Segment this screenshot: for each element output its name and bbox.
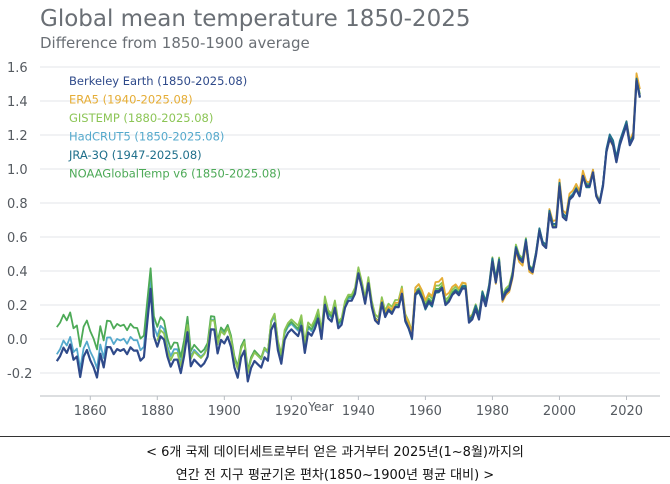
y-tick-label: 0.4 — [7, 265, 28, 280]
y-tick-label: -0.2 — [7, 367, 32, 382]
y-tick-label: 1.0 — [7, 163, 28, 178]
legend-entry: GISTEMP (1880-2025.08) — [69, 111, 213, 125]
chart-title: Global mean temperature 1850-2025 — [40, 6, 470, 32]
y-tick-label: 1.2 — [7, 129, 28, 144]
gridlines — [40, 66, 660, 374]
y-tick-label: 1.4 — [7, 95, 28, 110]
x-axis-ticks: 1860 1880 1900 1920 1940 1960 1980 2000 2020 — [74, 396, 643, 419]
x-tick-label: 2020 — [610, 404, 643, 419]
x-tick-label: 1860 — [74, 404, 107, 419]
caption-line-1: < 6개 국제 데이터세트로부터 얻은 과거부터 2025년(1~8월)까지의 — [146, 445, 524, 460]
y-tick-label: 0.2 — [7, 299, 28, 314]
legend-entry: JRA-3Q (1947-2025.08) — [68, 148, 202, 162]
x-tick-label: 1920 — [275, 404, 308, 419]
x-tick-label: 1980 — [476, 404, 509, 419]
legend-entry: NOAAGlobalTemp v6 (1850-2025.08) — [69, 167, 281, 181]
x-tick-label: 1940 — [342, 404, 375, 419]
x-tick-label: 1880 — [141, 404, 174, 419]
chart-subtitle: Difference from 1850-1900 average — [40, 34, 310, 52]
x-tick-label: 2000 — [543, 404, 576, 419]
y-tick-label: 0.0 — [7, 333, 28, 348]
x-axis-label: Year — [307, 400, 333, 414]
y-tick-label: 0.8 — [7, 197, 28, 212]
series-lines — [55, 72, 641, 383]
legend-entry: HadCRUT5 (1850-2025.08) — [69, 130, 224, 144]
x-tick-label: 1960 — [409, 404, 442, 419]
caption-line-2: 연간 전 지구 평균기온 편차(1850~1900년 평균 대비) > — [175, 468, 495, 483]
y-tick-label: 0.6 — [7, 231, 28, 246]
legend-entry: Berkeley Earth (1850-2025.08) — [69, 74, 247, 88]
temperature-chart: Global mean temperature 1850-2025 Differ… — [7, 6, 660, 419]
caption-divider — [0, 436, 670, 437]
x-tick-label: 1900 — [208, 404, 241, 419]
series-line — [55, 79, 641, 383]
legend-entry: ERA5 (1940-2025.08) — [69, 93, 193, 107]
y-axis-ticks: -0.2 0.0 0.2 0.4 0.6 0.8 1.0 1.2 1.4 1.6 — [7, 61, 32, 382]
series-line — [380, 77, 641, 341]
y-tick-label: 1.6 — [7, 61, 28, 76]
legend: Berkeley Earth (1850-2025.08) ERA5 (1940-… — [68, 74, 281, 181]
